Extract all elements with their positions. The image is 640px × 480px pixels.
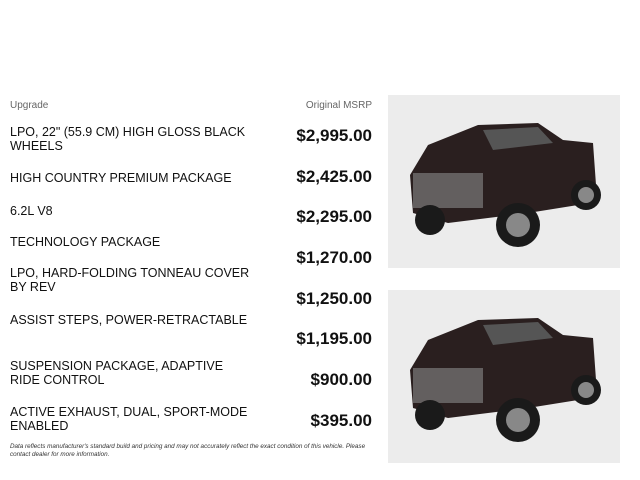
truck-image: [410, 318, 601, 442]
upgrade-name: SUSPENSION PACKAGE, ADAPTIVE RIDE CONTRO…: [10, 359, 224, 387]
disclaimer: Data reflects manufacturer's standard bu…: [10, 443, 366, 458]
upgrade-name: ASSIST STEPS, POWER-RETRACTABLE: [10, 313, 248, 327]
msrp-column-header: Original MSRP: [305, 100, 372, 111]
vehicle-photo[interactable]: [388, 290, 620, 463]
truck-image: [410, 123, 601, 247]
upgrade-price: $2,295.00: [296, 207, 372, 226]
upgrade-name: LPO, 22" (55.9 CM) HIGH GLOSS BLACK WHEE…: [10, 125, 246, 153]
upgrade-name: ACTIVE EXHAUST, DUAL, SPORT-MODE ENABLED: [10, 405, 248, 433]
upgrade-name: TECHNOLOGY PACKAGE: [10, 235, 161, 249]
upgrade-column-header: Upgrade: [10, 100, 49, 111]
upgrade-price: $900.00: [310, 370, 372, 389]
vehicle-photo[interactable]: [388, 95, 620, 268]
upgrade-price: $2,425.00: [296, 167, 372, 186]
upgrade-name: 6.2L V8: [10, 204, 53, 218]
upgrade-name: LPO, HARD-FOLDING TONNEAU COVER BY REV: [10, 266, 250, 294]
upgrade-price: $1,270.00: [296, 248, 372, 267]
upgrade-price: $1,195.00: [296, 329, 372, 348]
upgrade-price: $1,250.00: [296, 289, 372, 308]
upgrade-name: HIGH COUNTRY PREMIUM PACKAGE: [10, 171, 232, 185]
upgrade-price: $2,995.00: [296, 126, 372, 145]
upgrade-price: $395.00: [310, 411, 372, 430]
